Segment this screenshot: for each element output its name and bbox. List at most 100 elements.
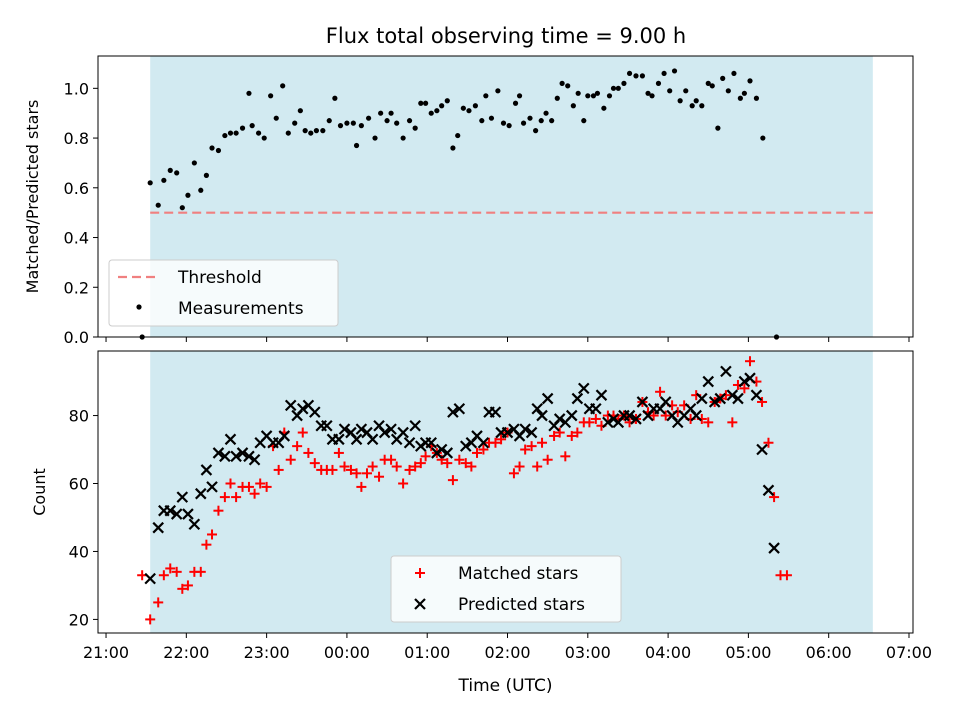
measurement-point [227, 130, 234, 136]
predicted-star-point [355, 423, 368, 435]
predicted-star-point [248, 453, 261, 466]
ratio-ytick-label: 1.0 [64, 79, 89, 98]
matched-star-point [243, 481, 254, 492]
measurement-point [615, 85, 621, 91]
time-xtick-label: 02:00 [484, 643, 530, 662]
measurement-point [313, 128, 320, 134]
measurement-point [472, 103, 478, 109]
count-ytick-label: 60 [69, 475, 89, 494]
predicted-star-point [571, 392, 584, 405]
measurement-point [412, 125, 418, 131]
measurement-point [533, 128, 539, 134]
predicted-star-point [397, 426, 409, 439]
predicted-star-point [565, 409, 578, 422]
time-xtick-label: 05:00 [725, 643, 771, 662]
measurement-point [610, 85, 617, 91]
count-ytick-label: 80 [69, 407, 89, 426]
measurement-point [715, 125, 721, 131]
predicted-star-point [309, 406, 321, 418]
predicted-star-point [403, 436, 416, 449]
matched-star-point [374, 471, 385, 482]
predicted-star-point [708, 396, 721, 408]
predicted-star-point [744, 372, 756, 384]
matched-star-point [225, 478, 236, 489]
measurement-point [428, 110, 434, 116]
matched-star-point [345, 464, 356, 475]
time-xtick-label: 03:00 [565, 643, 611, 662]
predicted-star-point [284, 399, 297, 412]
predicted-star-point [176, 491, 189, 503]
measurement-point [297, 108, 303, 114]
matched-star-point [549, 430, 560, 441]
count-ytick-label: 20 [69, 610, 89, 629]
predicted-star-point [188, 518, 201, 531]
matched-star-point [171, 566, 182, 577]
measurement-point [400, 135, 406, 141]
matched-star-point [195, 566, 206, 577]
matched-star-point [490, 437, 501, 448]
matched-star-point [273, 464, 284, 475]
predicted-star-point [441, 447, 454, 459]
predicted-star-point [195, 487, 207, 500]
matched-star-point [537, 437, 548, 448]
matched-star-point [201, 539, 212, 550]
predicted-star-point [519, 423, 531, 435]
ratio-y-label: Matched/Predicted stars [23, 100, 42, 294]
time-xtick-label: 22:00 [163, 643, 209, 662]
measurement-point [705, 80, 711, 86]
matched-star-point [757, 396, 768, 407]
matched-star-point [554, 427, 565, 438]
predicted-star-point [182, 508, 194, 520]
measurement-point [655, 80, 662, 86]
measurement-point [450, 145, 456, 151]
matched-star-point [648, 410, 659, 421]
predicted-star-point [636, 396, 649, 408]
matched-star-point [769, 492, 780, 503]
time-xtick-label: 00:00 [324, 643, 370, 662]
matched-star-point [655, 386, 666, 397]
measurement-point [203, 172, 209, 178]
measurement-point [358, 123, 364, 129]
predicted-star-point [212, 447, 225, 459]
measurement-point [575, 90, 581, 96]
predicted-star-point [623, 409, 636, 422]
measurement-point [737, 95, 743, 101]
ratio-ytick-label: 0.4 [64, 229, 89, 248]
measurement-point [147, 180, 153, 186]
predicted-star-point [732, 392, 744, 405]
measurement-point [527, 115, 533, 121]
matched-star-point [356, 481, 367, 492]
predicted-star-point [170, 508, 183, 520]
matched-star-point [442, 458, 453, 469]
matched-star-point [496, 434, 507, 445]
matched-star-point [285, 454, 296, 465]
threshold-legend-label: Threshold [177, 268, 262, 288]
matched-star-point [255, 478, 266, 489]
measurement-point [601, 105, 607, 111]
matched-star-point [303, 447, 314, 458]
measurement-point [606, 93, 613, 99]
matched-star-point [339, 461, 350, 472]
predicted-star-point [536, 409, 548, 422]
measurement-point [455, 132, 461, 139]
matched-star-point [165, 563, 176, 574]
matched-star-point [249, 488, 260, 499]
time-xtick-label: 07:00 [886, 643, 932, 662]
matched-star-point [207, 529, 218, 540]
measurement-point [273, 115, 279, 121]
measurement-point [731, 70, 737, 77]
predicted-star-point [425, 436, 438, 449]
measurement-legend-marker [136, 304, 142, 310]
matched-star-point [297, 427, 308, 438]
predicted-star-points [144, 365, 780, 585]
predicted-star-point [702, 375, 715, 388]
predicted-star-point [378, 426, 391, 439]
predicted-star-point [459, 440, 472, 452]
count-legend-box [390, 555, 622, 623]
predicted-star-point [738, 375, 751, 388]
ratio-ytick-label: 0.6 [64, 179, 89, 198]
measurement-point [753, 95, 760, 101]
measurement-point [246, 90, 252, 96]
measurement-point [709, 83, 715, 89]
